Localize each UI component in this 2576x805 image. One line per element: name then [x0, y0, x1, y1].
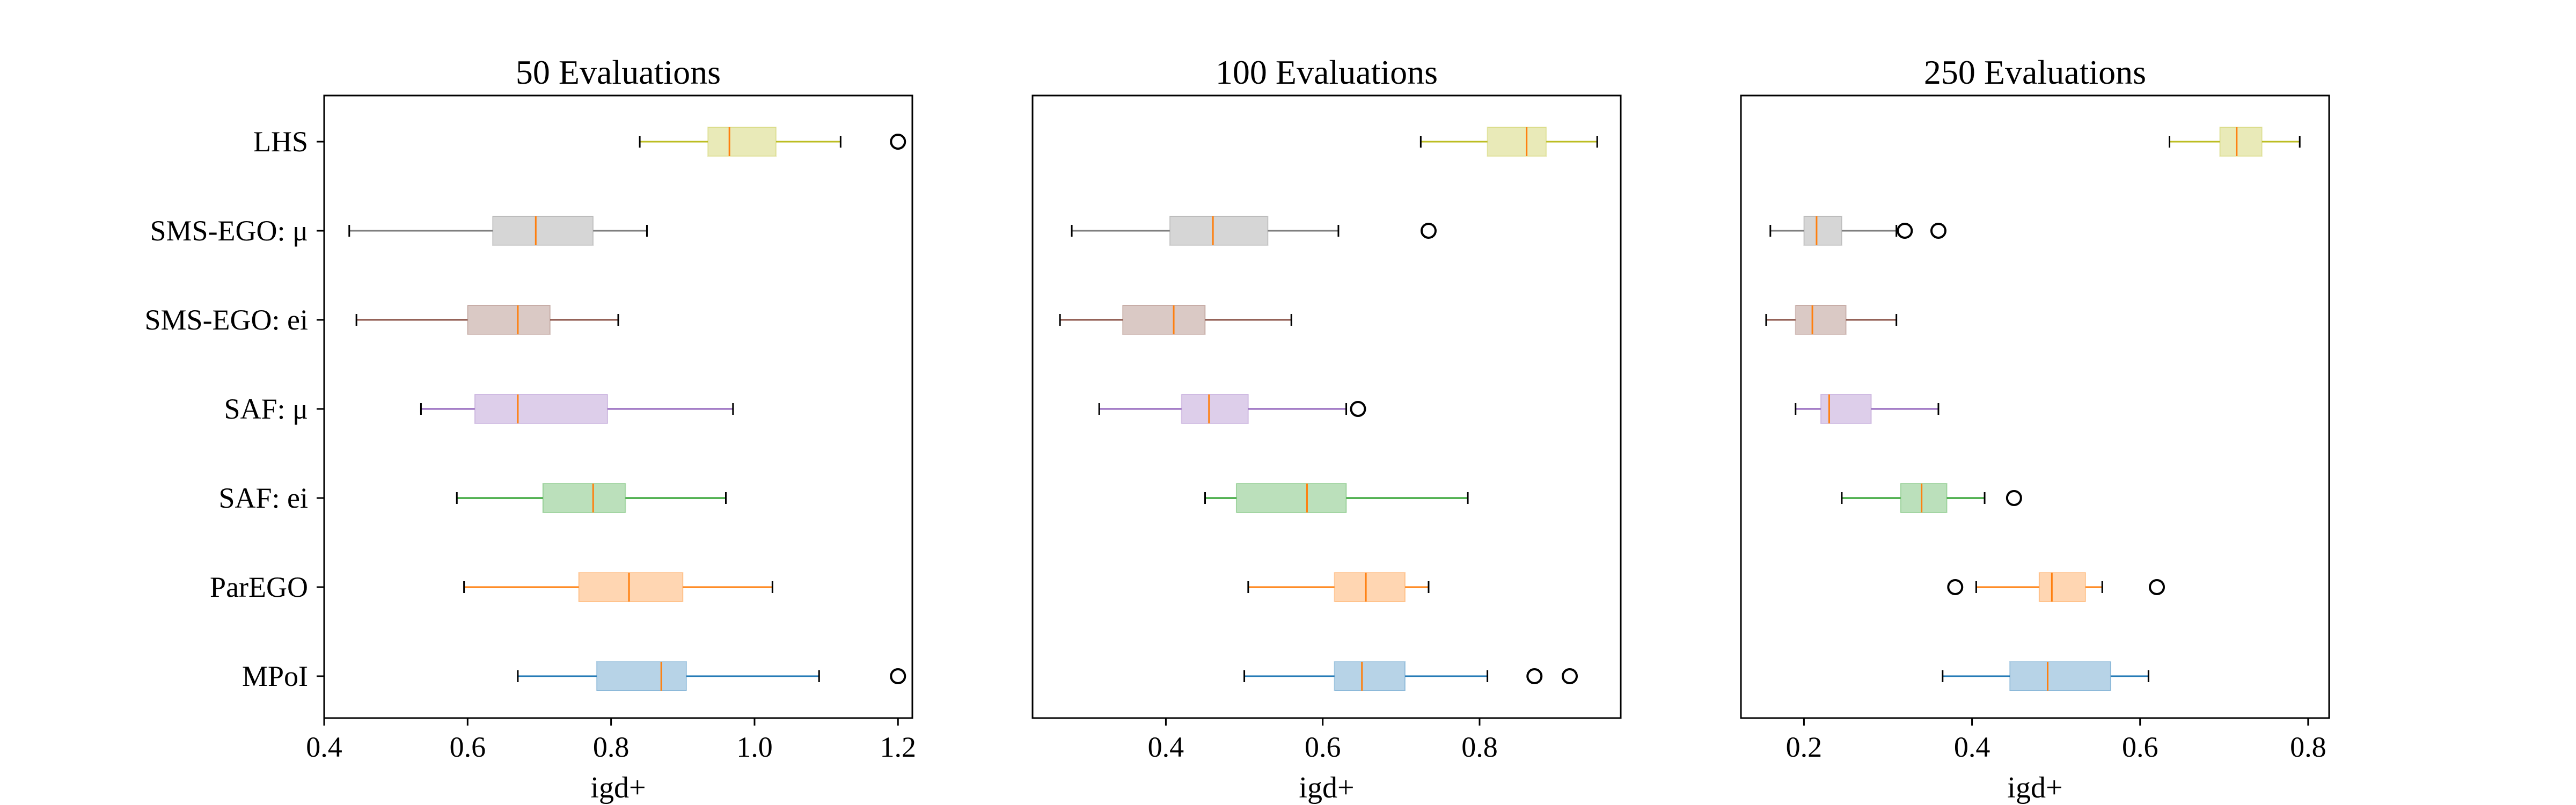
box-SAF: μ [1795, 394, 1940, 424]
iqr-box [467, 305, 551, 335]
box-ParEGO: ParEGO [210, 571, 773, 603]
iqr-box [1803, 216, 1842, 246]
subplot-title: 50 Evaluations [516, 53, 721, 91]
box-SMS-EGO: μ [1769, 216, 1946, 246]
subplot-title: 100 Evaluations [1216, 53, 1438, 91]
x-tick-label: 0.8 [1461, 731, 1498, 763]
box-LHS [1419, 127, 1598, 157]
box-LHS [2169, 127, 2301, 157]
x-tick-label: 0.4 [1954, 731, 1990, 763]
x-tick-label: 0.6 [1305, 731, 1341, 763]
iqr-box [1900, 483, 1948, 513]
iqr-box [542, 483, 626, 513]
subplot-3: 250 Evaluations 0.2 0.4 0.6 0.8 igd+ [1740, 53, 2330, 804]
iqr-box [2219, 127, 2263, 157]
x-axis-label: igd+ [1299, 771, 1354, 804]
axes-frame [323, 94, 913, 719]
outlier-point [1562, 668, 1578, 684]
iqr-box [596, 661, 687, 691]
box-LHS: LHS [253, 126, 906, 158]
x-axis-label: igd+ [2007, 771, 2062, 804]
box-SAF: ei [1204, 483, 1469, 513]
box-MPoI [1942, 661, 2149, 691]
y-tick-label: ParEGO [210, 571, 308, 603]
iqr-box [474, 394, 608, 424]
box-SMS-EGO: ei [1765, 305, 1898, 335]
x-tick-label: 1.2 [880, 731, 917, 763]
subplot-title: 250 Evaluations [1924, 53, 2146, 91]
box-SMS-EGO: ei: SMS-EGO: ei [144, 304, 619, 336]
iqr-box [1122, 305, 1206, 335]
iqr-box [578, 572, 684, 602]
x-tick-label: 0.4 [1148, 731, 1184, 763]
y-tick-label: MPoI [242, 660, 308, 692]
box-SMS-EGO: ei [1059, 305, 1292, 335]
iqr-box [1235, 483, 1347, 513]
outlier-point [2149, 579, 2165, 595]
outlier-point [1947, 579, 1964, 595]
box-SMS-EGO: μ [1071, 216, 1437, 246]
iqr-box [2038, 572, 2086, 602]
y-tick-label: LHS [253, 126, 308, 158]
iqr-box [1169, 216, 1269, 246]
box-ParEGO [1947, 572, 2165, 602]
iqr-box [1334, 661, 1406, 691]
x-tick-label: 0.6 [450, 731, 486, 763]
iqr-box [707, 127, 777, 157]
axes-frame [1031, 94, 1622, 719]
x-tick-label: 0.4 [306, 731, 342, 763]
iqr-box [1487, 127, 1547, 157]
box-SAF: μ [1098, 394, 1366, 424]
axes-frame [1740, 94, 2330, 719]
box-MPoI [1243, 661, 1578, 691]
iqr-box [1795, 305, 1847, 335]
subplot-2: 100 Evaluations 0.4 0.6 0.8 igd+ [1031, 53, 1622, 804]
outlier-point [1420, 223, 1437, 239]
iqr-box [1820, 394, 1872, 424]
x-tick-label: 0.6 [2122, 731, 2158, 763]
x-axis-label: igd+ [590, 771, 646, 804]
y-tick-label: SAF: μ [224, 393, 308, 425]
iqr-box [1334, 572, 1406, 602]
iqr-box [2009, 661, 2111, 691]
box-SAF: ei [1841, 483, 2022, 513]
box-SAF: ei: SAF: ei [218, 482, 727, 514]
outlier-point [1897, 223, 1913, 239]
x-tick-label: 0.2 [1786, 731, 1823, 763]
outlier-point [890, 134, 906, 150]
x-tick-label: 0.8 [2290, 731, 2326, 763]
box-SAF: μ: SAF: μ [224, 393, 734, 425]
iqr-box [1181, 394, 1249, 424]
outlier-point [1930, 223, 1946, 239]
box-ParEGO [1247, 572, 1430, 602]
outlier-point [2006, 490, 2022, 506]
iqr-box [492, 216, 594, 246]
outlier-point [1350, 401, 1366, 417]
x-tick-label: 1.0 [736, 731, 773, 763]
outlier-point [1526, 668, 1543, 684]
box-MPoI: MPoI [242, 660, 906, 692]
y-tick-label: SAF: ei [218, 482, 308, 514]
subplot-1: 50 Evaluations 0.4 0.6 0.8 1.0 1.2 igd+ LHS SMS-… [144, 53, 916, 804]
y-tick-label: SMS-EGO: μ [150, 215, 309, 247]
outlier-point [890, 668, 906, 684]
y-tick-label: SMS-EGO: ei [144, 304, 308, 336]
x-tick-label: 0.8 [593, 731, 630, 763]
box-SMS-EGO: μ: SMS-EGO: μ [150, 215, 648, 247]
